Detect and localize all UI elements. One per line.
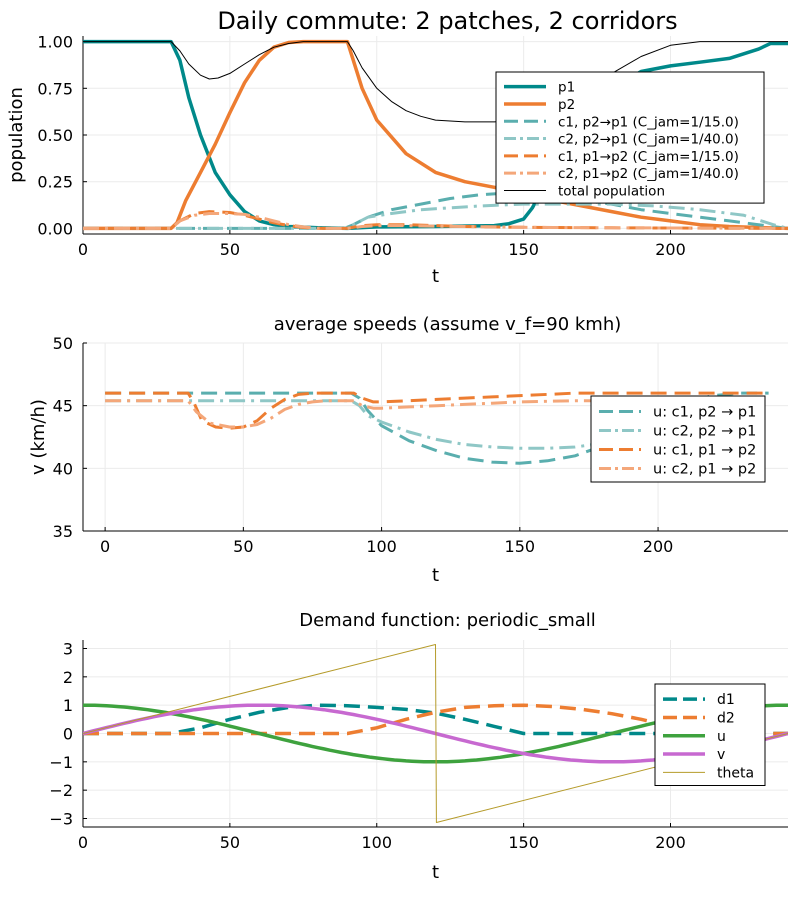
y-tick-label: −3 [49, 810, 73, 829]
legend-label-3: c1, p2→p1 (C_jam=1/15.0) [558, 114, 739, 130]
chart-panel-1: 0 50 100 150 200 0.00 0.25 0.50 0.75 1.00 Daily co… [6, 7, 788, 287]
x-tick-label: 200 [643, 537, 674, 556]
x-tick-label: 100 [361, 240, 392, 259]
series-line-5 [83, 644, 788, 823]
x-tick-label: 150 [505, 537, 536, 556]
x-tick-label: 100 [366, 537, 397, 556]
y-tick-label: 0.50 [37, 126, 73, 145]
legend: u: c1, p2 → p1 u: c2, p2 → p1 u: c1, p1 → … [590, 395, 766, 483]
x-tick-label: 150 [508, 240, 539, 259]
x-tick-label: 50 [220, 833, 240, 852]
legend-label-7: total population [558, 183, 665, 199]
y-tick-label: 2 [63, 668, 73, 687]
x-axis-label: t [432, 565, 439, 586]
y-tick-label: 45 [53, 397, 73, 416]
x-tick-label: 100 [361, 833, 392, 852]
legend-label-4: c2, p2→p1 (C_jam=1/40.0) [558, 132, 739, 148]
x-tick-label: 50 [233, 537, 253, 556]
series-line-7 [83, 41, 788, 123]
series-line-6 [83, 212, 788, 230]
legend-label-6: c2, p1→p2 (C_jam=1/40.0) [558, 166, 739, 182]
series-line-5 [83, 210, 788, 230]
x-tick-label: 0 [78, 833, 88, 852]
x-axis-label: t [432, 862, 439, 883]
series-line-2 [83, 703, 788, 736]
series-line-2 [83, 39, 788, 231]
y-tick-label: −2 [49, 781, 73, 800]
legend-label-5: theta [717, 765, 754, 781]
legend-box [495, 71, 765, 204]
y-axis-label: v (km/h) [28, 399, 49, 475]
x-tick-label: 150 [508, 833, 539, 852]
chart-panel-2: 0 50 100 150 200 35 40 45 50 average speeds (assu… [28, 314, 788, 586]
x-tick-label: 200 [655, 833, 686, 852]
x-tick-label: 50 [220, 240, 240, 259]
x-tick-label: 200 [655, 240, 686, 259]
legend-label-1: d1 [717, 692, 735, 708]
y-tick-label: 3 [63, 640, 73, 659]
legend-label-3: u: c1, p1 → p2 [653, 443, 756, 459]
chart-title: Daily commute: 2 patches, 2 corridors [217, 7, 677, 35]
y-axis-label: population [6, 87, 27, 183]
y-tick-label: 0.75 [37, 79, 73, 98]
legend: d1 d2 uv theta [654, 683, 766, 786]
series-line-4 [105, 399, 769, 429]
chart-panel-3: 0 50 100 150 200 −3 −2 −1 0 1 2 3 Demand function: p… [49, 610, 788, 883]
chart-title: average speeds (assume v_f=90 kmh) [274, 314, 622, 335]
y-tick-label: 35 [53, 522, 73, 541]
legend-label-1: p1 [558, 80, 575, 96]
plot-area [83, 39, 788, 231]
y-tick-label: 0.00 [37, 219, 73, 238]
legend-label-2: p2 [558, 97, 575, 113]
series-line-4 [83, 202, 788, 230]
x-tick-label: 0 [100, 537, 110, 556]
legend-label-4: u: c2, p1 → p2 [653, 462, 756, 478]
legend-label-3: u [717, 729, 726, 745]
chart-title: Demand function: periodic_small [299, 610, 596, 631]
series-line-3 [105, 391, 769, 430]
y-tick-label: −1 [49, 753, 73, 772]
y-tick-label: 50 [53, 334, 73, 353]
legend-label-2: d2 [717, 710, 735, 726]
x-tick-label: 0 [78, 240, 88, 259]
legend-label-2: u: c2, p2 → p1 [653, 424, 756, 440]
y-tick-label: 1.00 [37, 33, 73, 52]
y-tick-label: 0 [63, 725, 73, 744]
x-axis-label: t [432, 266, 439, 287]
y-tick-label: 1 [63, 696, 73, 715]
legend-label-5: c1, p1→p2 (C_jam=1/15.0) [558, 149, 739, 165]
legend-label-4: v [717, 747, 725, 763]
legend-label-1: u: c1, p2 → p1 [653, 405, 756, 421]
y-tick-label: 0.25 [37, 173, 73, 192]
y-tick-label: 40 [53, 459, 73, 478]
